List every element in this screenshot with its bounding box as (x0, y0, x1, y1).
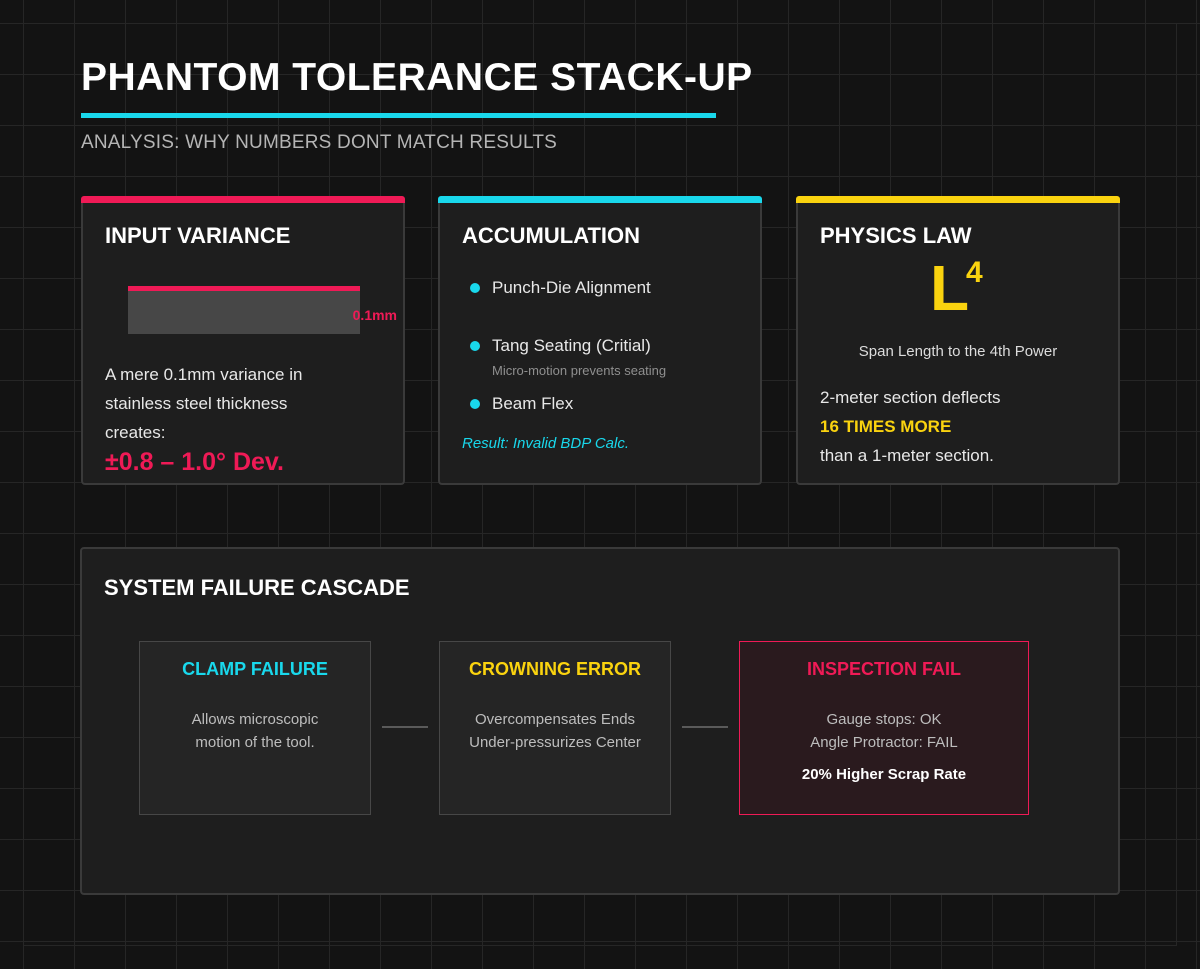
card-accent-bar (438, 196, 762, 203)
stage-heading: INSPECTION FAIL (806, 659, 961, 679)
page-title: PHANTOM TOLERANCE STACK-UP (81, 56, 753, 99)
card-title: PHYSICS LAW (820, 223, 972, 248)
stage-description: Allows microscopic motion of the tool. (140, 708, 370, 754)
list-item-label: Punch-Die Alignment (492, 278, 651, 297)
steel-thickness-illustration: 0.1mm (128, 286, 397, 334)
variance-description: A mere 0.1mm variance in stainless steel… (105, 365, 303, 442)
law-exponent: 4 (966, 256, 983, 289)
accumulation-result: Result: Invalid BDP Calc. (462, 435, 630, 452)
input-variance-card: INPUT VARIANCE 0.1mm A mere 0.1mm varian… (81, 196, 405, 485)
list-item-note: Micro-motion prevents seating (492, 363, 667, 378)
law-symbol: L (930, 252, 970, 324)
stage-description: Gauge stops: OK Angle Protractor: FAIL (740, 708, 1028, 754)
stage-heading: CROWNING ERROR (469, 659, 641, 679)
stage-line: Allows microscopic (191, 711, 319, 728)
stage-line: Gauge stops: OK (826, 711, 942, 728)
scrap-rate-emphasis: 20% Higher Scrap Rate (801, 766, 967, 783)
law-caption: Span Length to the 4th Power (858, 343, 1058, 360)
bullet-icon (470, 341, 480, 351)
accumulation-card: ACCUMULATION Punch-Die Alignment Tang Se… (438, 196, 762, 485)
stage-description: Overcompensates Ends Under-pressurizes C… (440, 708, 670, 754)
cascade-stage-inspection-fail: INSPECTION FAIL Gauge stops: OK Angle Pr… (739, 641, 1029, 815)
cascade-connector (682, 726, 728, 728)
card-accent-bar (796, 196, 1120, 203)
stage-line: Under-pressurizes Center (469, 734, 641, 751)
list-item-label: Beam Flex (492, 394, 574, 413)
title-underline (81, 113, 716, 118)
cascade-stage-clamp-failure: CLAMP FAILURE Allows microscopic motion … (139, 641, 371, 815)
stage-line: motion of the tool. (195, 734, 315, 751)
grid-frame (23, 23, 1177, 946)
bullet-icon (470, 283, 480, 293)
deviation-value: ±0.8 – 1.0° Dev. (105, 448, 284, 476)
page-subtitle: ANALYSIS: WHY NUMBERS DONT MATCH RESULTS (81, 132, 558, 153)
physics-law-card: PHYSICS LAW L 4 Span Length to the 4th P… (796, 196, 1120, 485)
panel-title: SYSTEM FAILURE CASCADE (104, 575, 410, 600)
variance-label: 0.1mm (352, 307, 397, 323)
cascade-connector (382, 726, 428, 728)
list-item-label: Tang Seating (Critial) (492, 336, 651, 355)
failure-cascade-panel: SYSTEM FAILURE CASCADE CLAMP FAILURE All… (80, 547, 1120, 895)
deflection-comparison: than a 1-meter section. (820, 446, 994, 465)
bullet-icon (470, 399, 480, 409)
card-accent-bar (81, 196, 405, 203)
stage-line: Overcompensates Ends (474, 711, 636, 728)
deflection-text: 2-meter section deflects (820, 388, 1001, 407)
cascade-stage-crowning-error: CROWNING ERROR Overcompensates Ends Unde… (439, 641, 671, 815)
stage-heading: CLAMP FAILURE (182, 659, 328, 679)
card-title: ACCUMULATION (462, 223, 641, 248)
stage-line: Angle Protractor: FAIL (810, 734, 958, 751)
card-title: INPUT VARIANCE (105, 223, 291, 248)
deflection-emphasis: 16 TIMES MORE (820, 417, 952, 436)
variance-line (128, 286, 360, 291)
